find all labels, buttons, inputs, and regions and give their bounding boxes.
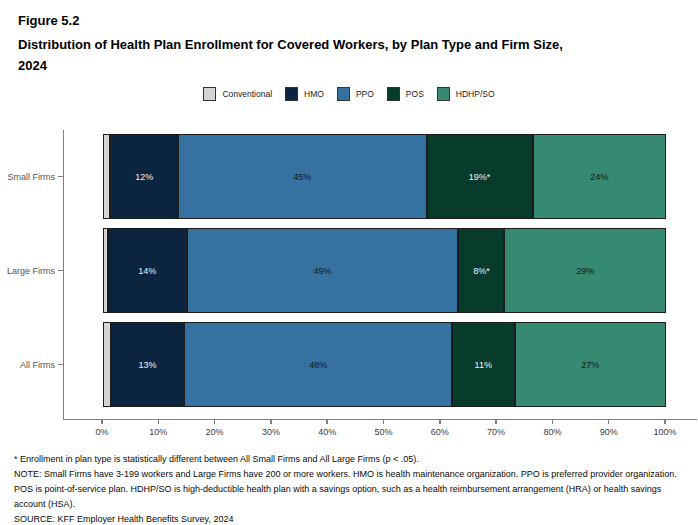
segment-hdhp-so-all-firms: 27% [515, 322, 666, 407]
segment-hmo-large-firms: 14% [108, 228, 187, 313]
x-axis-tick-label-70: 70% [487, 427, 505, 437]
x-axis-tick-label-50: 50% [374, 427, 392, 437]
segment-value-label: 8%* [473, 266, 490, 276]
x-axis-tick [608, 420, 610, 424]
hmo-swatch [285, 87, 298, 101]
segment-value-label: 14% [138, 266, 156, 276]
footnotes: * Enrollment in plan type is statistical… [14, 452, 686, 525]
bar-row-all-firms: 13% 48% 11% 27% [103, 322, 666, 407]
x-axis-tick-label-80: 80% [543, 427, 561, 437]
figure-title-line-1: Distribution of Health Plan Enrollment f… [18, 34, 668, 55]
x-axis-tick-label-0: 0% [95, 427, 108, 437]
segment-hdhp-so-large-firms: 29% [504, 228, 666, 313]
y-axis-label-large-firms: Large Firms [0, 266, 55, 276]
segment-pos-large-firms: 8%* [458, 228, 504, 313]
segment-value-label: 13% [138, 360, 156, 370]
segment-value-label: 29% [576, 266, 594, 276]
x-axis-tick [664, 420, 666, 424]
segment-ppo-large-firms: 49% [187, 228, 459, 313]
figure-page: Figure 5.2 Distribution of Health Plan E… [0, 0, 698, 525]
x-axis-tick [158, 420, 160, 424]
hdhp-so-swatch [437, 87, 450, 101]
segment-value-label: 11% [475, 360, 492, 370]
legend-label-hmo: HMO [304, 89, 324, 99]
stacked-bar-chart: Small Firms Large Firms All Firms 12% 45% 19… [0, 130, 698, 452]
segment-value-label: 27% [581, 360, 599, 370]
y-axis-label-all-firms: All Firms [0, 360, 55, 370]
significance-note: * Enrollment in plan type is statistical… [14, 452, 686, 467]
x-axis-tick [439, 420, 441, 424]
x-axis-tick-label-60: 60% [431, 427, 449, 437]
figure-number: Figure 5.2 [18, 13, 79, 28]
bar-row-small-firms: 12% 45% 19%* 24% [103, 134, 666, 219]
segment-pos-all-firms: 11% [452, 322, 515, 407]
x-axis-tick [101, 420, 103, 424]
legend: Conventional HMO PPO POS HDHP/SO [0, 85, 698, 103]
segment-hmo-all-firms: 13% [111, 322, 185, 407]
legend-label-pos: POS [406, 89, 424, 99]
x-axis-tick-label-30: 30% [262, 427, 280, 437]
legend-label-conventional: Conventional [222, 89, 272, 99]
segment-value-label: 19%* [469, 172, 491, 182]
segment-value-label: 45% [293, 172, 311, 182]
segment-pos-small-firms: 19%* [427, 134, 533, 219]
figure-title-line-2: 2024 [18, 55, 668, 76]
segment-conventional-small-firms [103, 134, 110, 219]
x-axis-tick-label-10: 10% [149, 427, 167, 437]
bar-row-large-firms: 14% 49% 8%* 29% [103, 228, 666, 313]
x-axis-tick-label-20: 20% [206, 427, 224, 437]
legend-item-ppo: PPO [337, 87, 374, 101]
legend-item-hdhp-so: HDHP/SO [437, 87, 495, 101]
legend-item-hmo: HMO [285, 87, 324, 101]
segment-hdhp-so-small-firms: 24% [533, 134, 666, 219]
segment-value-label: 49% [314, 266, 332, 276]
y-axis-label-small-firms: Small Firms [0, 172, 55, 182]
x-axis-tick [495, 420, 497, 424]
legend-item-pos: POS [387, 87, 424, 101]
x-axis-tick-label-90: 90% [600, 427, 618, 437]
definition-note: NOTE: Small Firms have 3-199 workers and… [14, 467, 686, 512]
conventional-swatch [203, 87, 216, 101]
figure-title: Distribution of Health Plan Enrollment f… [18, 34, 668, 76]
plot-panel: 12% 45% 19%* 24% 14% 49% 8%* 29% 13% 48% 11% 27% [63, 130, 697, 420]
x-axis-tick [326, 420, 328, 424]
segment-value-label: 48% [309, 360, 327, 370]
legend-label-hdhp-so: HDHP/SO [456, 89, 495, 99]
x-axis-tick [270, 420, 272, 424]
pos-swatch [387, 87, 400, 101]
ppo-swatch [337, 87, 350, 101]
x-axis-tick [214, 420, 216, 424]
x-axis-tick-label-100: 100% [653, 427, 676, 437]
legend-item-conventional: Conventional [203, 87, 272, 101]
segment-value-label: 12% [135, 172, 153, 182]
segment-ppo-all-firms: 48% [184, 322, 451, 407]
segment-value-label: 24% [590, 172, 608, 182]
source-line: SOURCE: KFF Employer Health Benefits Sur… [14, 512, 686, 525]
x-axis-tick [383, 420, 385, 424]
legend-label-ppo: PPO [356, 89, 374, 99]
segment-conventional-all-firms [103, 322, 111, 407]
segment-ppo-small-firms: 45% [178, 134, 426, 219]
x-axis-tick-label-40: 40% [318, 427, 336, 437]
segment-hmo-small-firms: 12% [110, 134, 178, 219]
x-axis-tick [552, 420, 554, 424]
